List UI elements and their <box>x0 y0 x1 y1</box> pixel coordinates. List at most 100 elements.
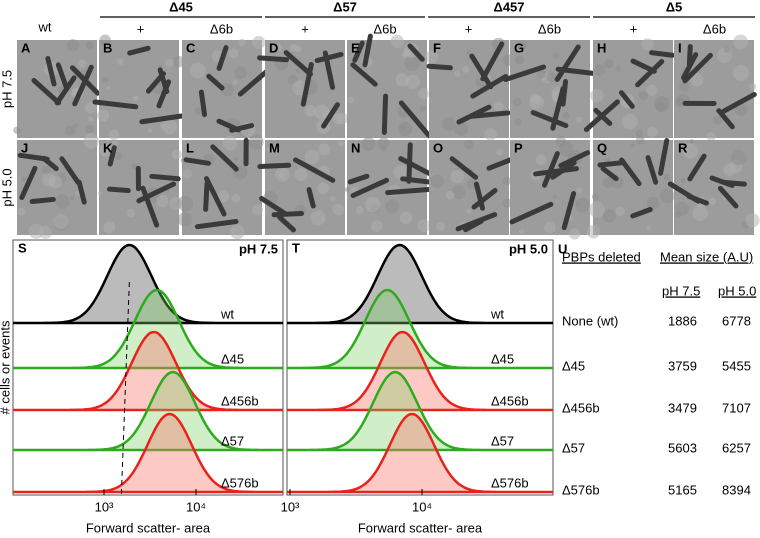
texture <box>586 225 601 239</box>
texture <box>466 208 472 215</box>
texture <box>72 123 78 129</box>
texture <box>733 34 749 50</box>
panel-letter: K <box>103 140 113 155</box>
panel-letter: F <box>433 40 441 55</box>
cell <box>237 68 270 97</box>
cell <box>503 64 547 82</box>
strain-label: Δ57 <box>221 433 244 448</box>
texture <box>108 129 120 141</box>
cell <box>55 62 70 92</box>
cell <box>618 90 635 109</box>
wt-label: wt <box>38 19 52 34</box>
cell <box>649 50 675 58</box>
texture <box>355 206 364 215</box>
texture <box>252 204 263 216</box>
texture <box>723 163 736 177</box>
histogram <box>287 288 553 370</box>
group-label: Δ457 <box>493 0 524 14</box>
histogram <box>13 370 283 452</box>
cell <box>149 173 181 182</box>
cell <box>45 56 57 87</box>
texture <box>13 126 21 134</box>
texture <box>147 128 153 133</box>
texture <box>78 59 87 68</box>
texture <box>310 210 326 226</box>
texture <box>65 125 76 136</box>
texture <box>248 134 264 150</box>
cell <box>347 173 370 185</box>
x-tick-label: 10³ <box>95 499 114 514</box>
texture <box>745 213 760 228</box>
cell <box>583 99 620 132</box>
texture <box>162 119 178 135</box>
texture <box>165 58 174 68</box>
strain-label: wt <box>490 306 504 321</box>
texture <box>748 83 757 91</box>
cell <box>206 73 225 91</box>
texture <box>55 194 70 209</box>
cell <box>541 151 560 188</box>
texture <box>234 66 248 80</box>
strain-label: Δ456b <box>221 393 259 408</box>
texture <box>182 169 193 179</box>
texture <box>171 149 182 160</box>
texture <box>417 88 429 100</box>
cell <box>19 165 38 201</box>
texture <box>395 73 410 87</box>
cell <box>139 112 188 125</box>
cell <box>259 196 287 216</box>
x-axis-label: Forward scatter- area <box>358 520 483 535</box>
texture <box>654 96 670 112</box>
texture <box>228 48 239 59</box>
texture <box>518 228 525 235</box>
texture <box>689 139 695 144</box>
table-cell: 6257 <box>722 440 751 455</box>
texture <box>512 97 522 107</box>
y-axis-label: # cells or events <box>0 320 12 414</box>
texture <box>361 137 376 151</box>
cell <box>350 177 390 199</box>
texture <box>313 104 330 121</box>
cell <box>31 77 62 106</box>
texture <box>454 70 461 77</box>
panel-letter: Q <box>597 140 607 155</box>
x-axis-label: Forward scatter- area <box>86 520 211 535</box>
panel-letter: O <box>433 140 443 155</box>
texture <box>536 69 546 79</box>
cell <box>600 166 619 182</box>
texture <box>42 165 51 175</box>
table-cell: 8394 <box>722 482 751 497</box>
cell <box>352 40 365 63</box>
panel-letter: N <box>351 140 360 155</box>
cell <box>76 179 87 205</box>
cell <box>687 153 707 182</box>
texture <box>602 177 614 189</box>
texture <box>454 122 468 136</box>
cell <box>667 181 701 204</box>
table-cell: 5603 <box>668 440 697 455</box>
texture <box>442 117 456 131</box>
texture <box>679 81 690 92</box>
panel-letter: D <box>269 40 278 55</box>
sub-label: + <box>301 21 309 36</box>
texture <box>370 220 383 232</box>
texture <box>332 203 345 216</box>
texture <box>189 62 206 79</box>
cell <box>156 79 172 109</box>
texture <box>575 201 580 206</box>
texture <box>106 85 111 90</box>
panel-letter: T <box>292 240 300 255</box>
texture <box>21 176 27 182</box>
texture <box>723 46 730 54</box>
histogram <box>13 288 283 370</box>
texture <box>562 111 571 120</box>
texture <box>590 88 604 103</box>
cell <box>560 79 569 107</box>
texture <box>417 219 431 233</box>
panel-letter: R <box>678 140 688 155</box>
histogram <box>13 243 283 325</box>
panel-letter: H <box>597 40 606 55</box>
texture <box>641 38 654 51</box>
texture <box>559 141 574 157</box>
